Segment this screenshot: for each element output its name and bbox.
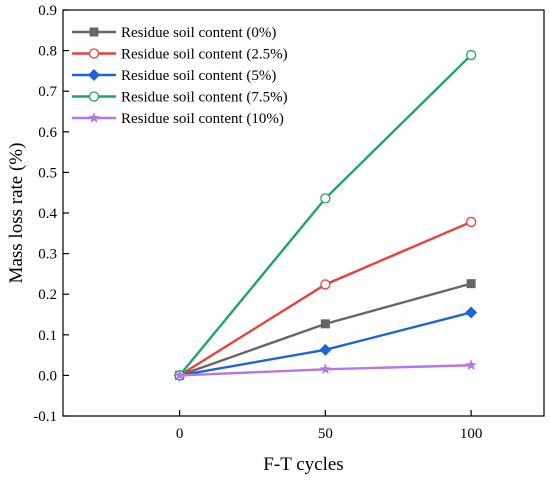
data-point bbox=[88, 112, 100, 123]
data-point bbox=[89, 27, 99, 37]
legend-item: Residue soil content (0%) bbox=[72, 25, 276, 41]
legend-item: Residue soil content (10%) bbox=[72, 111, 284, 127]
y-tick-label: 0.9 bbox=[38, 3, 57, 19]
data-point bbox=[320, 319, 330, 329]
legend-label: Residue soil content (10%) bbox=[121, 111, 284, 127]
legend-label: Residue soil content (2.5%) bbox=[121, 47, 288, 63]
y-tick-label: 0.6 bbox=[38, 125, 57, 141]
y-tick-label: 0.7 bbox=[38, 84, 57, 100]
data-point bbox=[88, 48, 100, 59]
y-axis-title: Mass loss rate (%) bbox=[6, 143, 27, 284]
data-point bbox=[88, 69, 100, 81]
x-axis: 0 50 100 bbox=[176, 410, 483, 442]
data-point bbox=[465, 359, 477, 371]
y-axis: -0.1 0.0 0.1 0.2 0.3 0.4 0.5 0.6 0.7 0.8 0.9 bbox=[33, 3, 69, 425]
legend: Residue soil content (0%) Residue soil co… bbox=[72, 25, 288, 127]
data-point bbox=[173, 369, 186, 381]
y-tick-label: 0.8 bbox=[38, 44, 57, 60]
x-tick-label: 50 bbox=[318, 426, 333, 442]
data-point bbox=[466, 279, 476, 289]
series-layer bbox=[173, 49, 478, 382]
x-tick-label: 100 bbox=[460, 426, 483, 442]
series-3 bbox=[174, 49, 477, 381]
data-point bbox=[465, 306, 478, 319]
x-tick-label: 0 bbox=[176, 426, 184, 442]
legend-item: Residue soil content (2.5%) bbox=[72, 47, 288, 63]
legend-label: Residue soil content (5%) bbox=[121, 68, 276, 84]
y-tick-label: 0.3 bbox=[38, 247, 57, 263]
data-point bbox=[319, 363, 332, 375]
y-tick-label: 0.4 bbox=[38, 206, 57, 222]
series-1 bbox=[174, 216, 477, 381]
y-tick-label: 0.2 bbox=[38, 287, 57, 303]
data-point bbox=[320, 193, 331, 204]
data-point bbox=[88, 91, 100, 102]
series-4 bbox=[173, 359, 477, 381]
legend-item: Residue soil content (5%) bbox=[72, 68, 276, 84]
data-point bbox=[319, 343, 332, 356]
y-tick-label: 0.1 bbox=[38, 328, 57, 344]
series-line bbox=[179, 282, 472, 377]
data-point bbox=[465, 49, 477, 61]
legend-item: Residue soil content (7.5%) bbox=[72, 90, 288, 106]
y-tick-label: 0.0 bbox=[38, 368, 57, 384]
x-axis-title: F-T cycles bbox=[263, 454, 343, 475]
legend-label: Residue soil content (0%) bbox=[121, 25, 276, 41]
data-point bbox=[320, 279, 331, 290]
y-tick-label: -0.1 bbox=[33, 409, 57, 425]
legend-label: Residue soil content (7.5%) bbox=[121, 90, 288, 106]
y-tick-label: 0.5 bbox=[38, 165, 57, 181]
data-point bbox=[465, 216, 477, 228]
